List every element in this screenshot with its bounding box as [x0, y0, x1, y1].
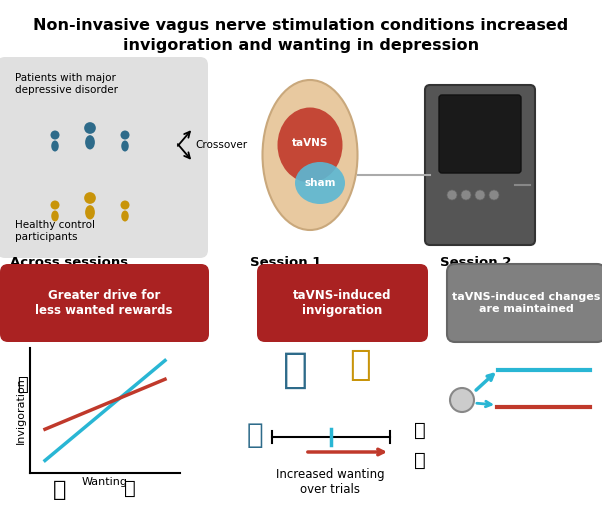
- Circle shape: [120, 201, 129, 209]
- Text: 🏃: 🏃: [282, 349, 308, 391]
- FancyBboxPatch shape: [447, 264, 602, 342]
- Circle shape: [84, 192, 96, 204]
- Circle shape: [475, 190, 485, 200]
- Circle shape: [51, 131, 60, 140]
- FancyBboxPatch shape: [0, 57, 208, 258]
- Text: Session 1: Session 1: [250, 256, 321, 269]
- Circle shape: [51, 201, 60, 209]
- Text: Increased wanting
over trials: Increased wanting over trials: [276, 468, 384, 496]
- Ellipse shape: [51, 210, 59, 221]
- Text: Healthy control
participants: Healthy control participants: [15, 220, 95, 242]
- Text: Non-invasive vagus nerve stimulation conditions increased: Non-invasive vagus nerve stimulation con…: [33, 18, 569, 33]
- Ellipse shape: [262, 80, 358, 230]
- Text: 🍫: 🍫: [414, 421, 426, 439]
- Y-axis label: Invigoration: Invigoration: [16, 377, 26, 444]
- Text: 🧍: 🧍: [247, 421, 263, 449]
- Text: 💵: 💵: [54, 480, 67, 500]
- Circle shape: [120, 131, 129, 140]
- Ellipse shape: [51, 141, 59, 151]
- Text: taVNS-induced changes
are maintained: taVNS-induced changes are maintained: [452, 292, 600, 314]
- Text: 🍫: 🍫: [124, 479, 136, 497]
- Text: Patients with major
depressive disorder: Patients with major depressive disorder: [15, 73, 118, 94]
- Circle shape: [461, 190, 471, 200]
- Ellipse shape: [85, 135, 95, 149]
- FancyBboxPatch shape: [425, 85, 535, 245]
- X-axis label: Wanting: Wanting: [82, 477, 128, 487]
- Ellipse shape: [278, 108, 343, 182]
- Text: 🏃: 🏃: [349, 348, 371, 382]
- FancyBboxPatch shape: [0, 264, 209, 342]
- Circle shape: [84, 122, 96, 134]
- Ellipse shape: [295, 162, 345, 204]
- Circle shape: [447, 190, 457, 200]
- FancyBboxPatch shape: [439, 95, 521, 173]
- Text: 🏃: 🏃: [17, 376, 27, 394]
- Text: invigoration and wanting in depression: invigoration and wanting in depression: [123, 38, 479, 53]
- Ellipse shape: [121, 141, 129, 151]
- Text: Crossover: Crossover: [195, 140, 247, 150]
- Text: Greater drive for
less wanted rewards: Greater drive for less wanted rewards: [36, 289, 173, 317]
- Ellipse shape: [85, 205, 95, 219]
- Circle shape: [489, 190, 499, 200]
- Text: Session 2: Session 2: [440, 256, 511, 269]
- FancyBboxPatch shape: [257, 264, 428, 342]
- Circle shape: [450, 388, 474, 412]
- Text: Across sessions: Across sessions: [10, 256, 128, 269]
- Ellipse shape: [121, 210, 129, 221]
- Text: taVNS-induced
invigoration: taVNS-induced invigoration: [293, 289, 391, 317]
- Text: 💵: 💵: [414, 451, 426, 469]
- Text: sham: sham: [304, 178, 336, 188]
- Text: taVNS: taVNS: [292, 138, 328, 148]
